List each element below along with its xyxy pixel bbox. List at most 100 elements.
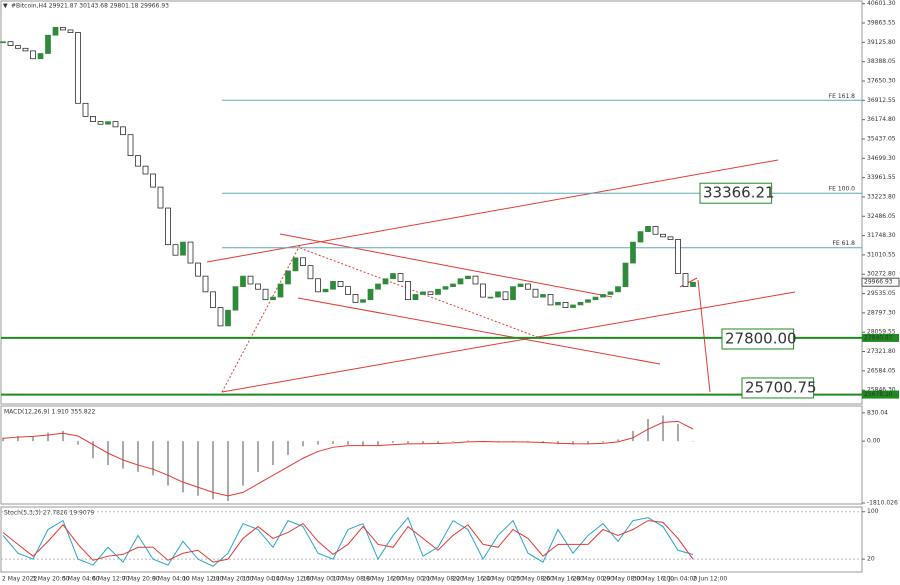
candle: [367, 288, 374, 301]
fib-label: FE 161.8: [829, 93, 856, 100]
candle: [82, 102, 89, 117]
candle: [165, 207, 171, 246]
candle: [172, 244, 179, 256]
current-price: 29966.93: [864, 279, 893, 286]
candle: [442, 286, 449, 290]
candle: [690, 281, 696, 287]
y-tick-label: 830.04: [867, 409, 888, 416]
candle: [7, 41, 14, 47]
candle: [120, 126, 126, 136]
candle: [502, 291, 509, 301]
candle: [517, 283, 524, 287]
candle: [202, 275, 209, 293]
candle: [375, 283, 381, 290]
candle: [435, 288, 441, 295]
candle: [562, 301, 569, 308]
macd-bar: [437, 441, 439, 444]
macd-bar: [92, 441, 94, 459]
candle: [495, 291, 501, 298]
candle: [217, 307, 224, 327]
label-box: [741, 377, 815, 399]
macd-bar: [422, 441, 424, 444]
candle: [240, 275, 246, 287]
y-tick-label: 38388.05: [867, 58, 896, 65]
y-tick-label: 31748.30: [867, 232, 896, 239]
candle: [277, 283, 284, 298]
candle: [97, 121, 104, 125]
trend-line: [279, 233, 613, 298]
y-tick-label: -1810.026: [867, 500, 898, 507]
macd-bar: [347, 441, 349, 445]
macd-bar: [62, 430, 64, 442]
macd-bar: [137, 441, 139, 472]
candle: [105, 121, 111, 125]
y-tick-label: 20: [867, 556, 875, 563]
candle: [540, 294, 546, 298]
macd-bar: [362, 441, 364, 447]
y-tick-label: 40601.30: [867, 0, 896, 7]
fib-label: FE 61.8: [832, 240, 855, 247]
x-tick-label: 26 May 16:00: [543, 576, 584, 583]
y-tick-label: 36912.55: [867, 97, 896, 104]
y-tick-label: 0.00: [867, 438, 881, 445]
candle: [352, 294, 359, 303]
macd-bar: [212, 441, 214, 500]
x-tick-label: 30 May 16:00: [633, 576, 674, 583]
fib-label: FE 100.0: [829, 186, 856, 193]
macd-bar: [452, 441, 454, 442]
candle: [420, 291, 426, 295]
candle: [262, 288, 269, 301]
x-tick-label: 7 May 20:00: [122, 576, 160, 583]
candle: [330, 281, 336, 290]
candle: [232, 286, 239, 311]
x-tick-label: 5 May 04:00: [62, 576, 100, 583]
candle: [652, 226, 659, 235]
candle: [270, 296, 276, 301]
axis-box: [862, 333, 899, 342]
candle: [90, 116, 96, 122]
macd-bar: [692, 441, 694, 442]
forecast-arrow: [697, 279, 711, 393]
candle: [60, 26, 66, 31]
signal-line: [2, 420, 694, 497]
macd-bar: [197, 441, 199, 496]
y-tick-label: 31010.55: [867, 251, 896, 258]
macd-bar: [17, 436, 19, 442]
main-panel: [0, 0, 863, 405]
candle: [547, 294, 554, 306]
macd-bar: [377, 441, 379, 446]
trend-line: [297, 297, 661, 365]
candle: [682, 273, 689, 287]
macd-bar: [47, 432, 49, 442]
candle: [532, 288, 539, 298]
x-tick-label: 22 May 16:00: [453, 576, 494, 583]
stoch-title: Stoch(5,3,3) 27.7826 19.9079: [4, 510, 95, 517]
macd-bar: [242, 441, 244, 486]
candle: [292, 257, 299, 272]
macd-bar: [167, 441, 169, 486]
candle: [322, 288, 329, 293]
candle: [285, 270, 291, 285]
macd-bar: [227, 441, 229, 501]
y-tick-label: 27321.80: [867, 348, 896, 355]
y-tick-label: 29535.05: [867, 290, 896, 297]
y-tick-label: 36174.80: [867, 116, 896, 123]
candle: [52, 26, 59, 36]
macd-bar: [122, 441, 124, 469]
candle: [585, 299, 591, 303]
candle: [67, 29, 74, 33]
candle: [307, 265, 314, 280]
candle: [150, 173, 156, 188]
candle: [660, 233, 666, 238]
level-label: 33366.21: [703, 184, 775, 202]
macd-bar: [587, 441, 589, 444]
x-tick-label: 13 May 04:00: [242, 576, 283, 583]
macd-bar: [257, 441, 259, 472]
macd-bar: [332, 441, 334, 444]
y-tick-label: 28797.30: [867, 309, 896, 316]
menu-icon[interactable]: ▼: [3, 3, 8, 10]
candle: [465, 275, 471, 280]
candle: [622, 262, 629, 287]
candle: [450, 283, 456, 287]
